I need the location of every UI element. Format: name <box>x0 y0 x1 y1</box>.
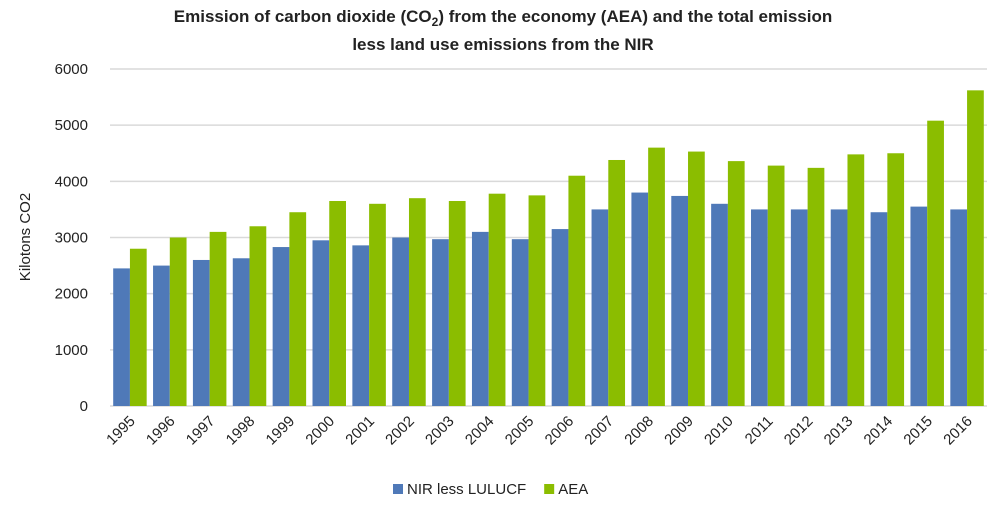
bar-nir-2004 <box>471 231 489 406</box>
x-tick-label: 2015 <box>900 413 936 449</box>
bar-nir-2012 <box>790 209 808 406</box>
x-tick-label: 2003 <box>422 413 458 449</box>
bar-aea-1995 <box>129 248 147 406</box>
bar-nir-1996 <box>153 265 170 406</box>
bar-nir-2008 <box>631 192 649 406</box>
bar-aea-2009 <box>688 151 705 406</box>
bar-aea-2007 <box>608 159 626 406</box>
y-tick-label: 3000 <box>55 230 88 247</box>
y-tick-label: 4000 <box>55 173 88 190</box>
x-tick-label: 2000 <box>302 413 338 449</box>
bar-nir-2016 <box>950 209 968 406</box>
bar-nir-2014 <box>870 212 888 406</box>
bar-aea-2016 <box>967 90 984 407</box>
x-tick-label: 2002 <box>382 413 418 449</box>
x-tick-label: 2011 <box>742 413 777 448</box>
legend-label: AEA <box>558 481 588 498</box>
y-axis-label: Kilotons CO2 <box>17 193 34 281</box>
bar-aea-2013 <box>847 154 865 406</box>
chart-title-line-2: less land use emissions from the NIR <box>352 35 653 54</box>
x-tick-label: 2005 <box>502 413 538 449</box>
bar-nir-2006 <box>551 229 569 406</box>
bar-nir-2013 <box>830 209 848 406</box>
y-tick-label: 0 <box>80 398 88 415</box>
bar-aea-2015 <box>927 120 944 406</box>
bar-nir-1997 <box>192 259 210 406</box>
y-tick-label: 1000 <box>55 342 88 359</box>
x-tick-label: 2004 <box>462 413 498 449</box>
bar-nir-2002 <box>392 237 409 406</box>
x-tick-label: 2008 <box>621 413 657 449</box>
bar-aea-2004 <box>488 193 506 406</box>
x-tick-label: 1995 <box>103 413 139 449</box>
title-part-2: ) from the economy (AEA) and the total e… <box>438 7 832 26</box>
bar-aea-2002 <box>408 198 426 406</box>
x-tick-label: 1999 <box>263 413 299 449</box>
bar-nir-2010 <box>711 203 728 406</box>
legend-label: NIR less LULUCF <box>407 481 526 498</box>
bar-nir-2011 <box>751 209 768 406</box>
bar-nir-2005 <box>511 239 529 406</box>
x-tick-label: 2012 <box>781 413 817 449</box>
bar-aea-2003 <box>448 200 466 406</box>
bar-aea-1998 <box>249 226 267 406</box>
x-tick-label: 1996 <box>143 413 179 449</box>
x-tick-label: 2016 <box>940 413 976 449</box>
bar-aea-2010 <box>727 161 745 406</box>
x-tick-label: 2013 <box>821 413 857 449</box>
y-tick-label: 6000 <box>55 61 88 78</box>
bar-aea-1999 <box>289 212 307 406</box>
x-tick-label: 2007 <box>582 413 618 449</box>
x-tick-label: 2006 <box>542 413 578 449</box>
bar-aea-2012 <box>807 167 825 406</box>
bar-aea-2001 <box>369 203 386 406</box>
title-subscript: 2 <box>432 15 439 29</box>
x-tick-label: 2001 <box>342 413 378 449</box>
legend-swatch <box>393 484 403 494</box>
chart-title-line-1: Emission of carbon dioxide (CO2) from th… <box>174 7 832 29</box>
bar-nir-2001 <box>352 245 370 406</box>
x-tick-label: 1998 <box>223 413 259 449</box>
bar-aea-2000 <box>329 200 346 406</box>
bar-aea-1996 <box>169 237 187 406</box>
x-tick-label: 1997 <box>183 413 219 449</box>
bar-aea-2014 <box>887 153 905 406</box>
x-tick-label: 2014 <box>861 413 897 449</box>
legend-swatch <box>544 484 555 494</box>
bar-nir-1998 <box>232 258 250 406</box>
bar-aea-1997 <box>209 231 227 406</box>
bar-aea-2008 <box>648 147 665 406</box>
y-tick-label: 2000 <box>55 286 88 303</box>
bar-aea-2011 <box>767 165 785 406</box>
bar-nir-1999 <box>272 247 290 406</box>
y-tick-label: 5000 <box>55 117 88 134</box>
x-tick-label: 2009 <box>661 413 697 449</box>
bar-nir-2007 <box>591 209 609 406</box>
x-tick-label: 2010 <box>701 413 737 449</box>
title-part-1: Emission of carbon dioxide (CO <box>174 7 432 26</box>
bar-nir-2003 <box>432 239 449 406</box>
bar-aea-2005 <box>528 195 546 406</box>
bar-aea-2006 <box>568 175 586 406</box>
bar-nir-1995 <box>113 268 130 406</box>
bar-nir-2000 <box>312 240 330 406</box>
bar-nir-2015 <box>910 206 928 406</box>
bar-nir-2009 <box>671 195 689 406</box>
